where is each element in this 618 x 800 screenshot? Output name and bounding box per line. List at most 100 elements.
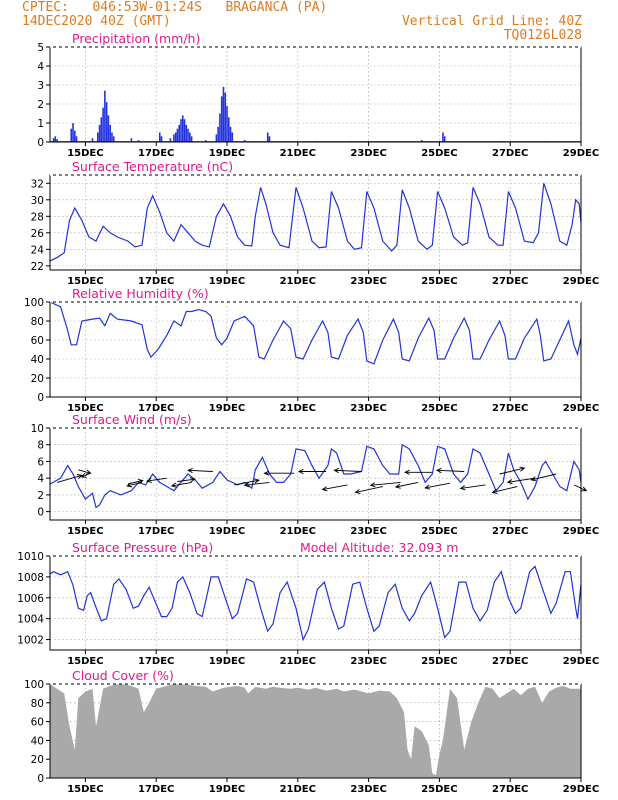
cloud-cover-xtick-label: 15DEC [67, 784, 103, 795]
precipitation-bar [98, 124, 101, 142]
temperature-xtick-label: 19DEC [209, 276, 245, 287]
wind-xtick-label: 19DEC [209, 526, 245, 537]
precipitation-bar [112, 136, 115, 142]
precipitation-ytick-label: 1 [37, 118, 44, 130]
precipitation-xtick-label: 15DEC [67, 148, 103, 159]
precipitation-bar [174, 132, 177, 142]
precipitation-xtick-label: 23DEC [350, 148, 386, 159]
precipitation-bar [443, 136, 446, 142]
precipitation-bar [104, 90, 106, 142]
wind-ytick-label: 6 [37, 456, 44, 468]
wind-xtick-label: 25DEC [421, 526, 457, 537]
wind-xtick-label: 27DEC [492, 526, 528, 537]
precipitation-bar [224, 92, 227, 142]
humidity-ytick-label: 60 [31, 335, 44, 347]
precipitation-bar [176, 128, 179, 142]
humidity-xtick-label: 19DEC [209, 403, 245, 414]
cloud-cover-ytick-label: 100 [24, 679, 44, 691]
humidity-grid [50, 302, 581, 397]
precipitation-frame [49, 46, 582, 143]
temperature-frame [49, 174, 582, 271]
cloud-cover-panel: Cloud Cover (%) 0 20 40 60 80 100 15DEC 17DEC 19D… [24, 668, 599, 795]
wind-vector [187, 467, 213, 474]
cloud-cover-ytick-label: 20 [31, 754, 44, 766]
wind-vector [573, 484, 588, 492]
temperature-ytick-label: 22 [31, 261, 44, 273]
precipitation-bar [215, 134, 218, 142]
precipitation-xtick-label: 27DEC [492, 148, 528, 159]
humidity-ytick-label: 0 [37, 392, 44, 404]
precipitation-bar [226, 105, 228, 142]
precipitation-bar [190, 136, 193, 142]
precipitation-bar [442, 132, 444, 142]
pressure-xtick-label: 29DEC [563, 656, 599, 667]
precipitation-bar [56, 139, 58, 142]
precipitation-bar [187, 128, 189, 142]
precipitation-ytick-label: 4 [37, 61, 44, 73]
humidity-panel: Relative Humidity (%) 0 20 40 60 80 100 15DEC 17… [24, 286, 599, 414]
pressure-xtick-label: 25DEC [421, 656, 457, 667]
wind-vector [234, 478, 260, 486]
precipitation-bar [243, 140, 246, 142]
wind-xtick-label: 23DEC [350, 526, 386, 537]
temperature-ytick-label: 26 [31, 228, 45, 240]
wind-line [49, 443, 582, 509]
humidity-frame [49, 301, 582, 398]
humidity-xtick-label: 17DEC [138, 403, 174, 414]
wind-vector [78, 469, 92, 475]
pressure-xtick-label: 23DEC [350, 656, 386, 667]
cloud-cover-ytick-label: 40 [31, 735, 44, 747]
precipitation-bar [266, 132, 269, 142]
precipitation-ytick-label: 0 [37, 137, 44, 149]
pressure-frame [49, 555, 582, 651]
vertical-grid-info: Vertical Grid Line: 40Z [401, 14, 582, 29]
precipitation-bar [160, 136, 163, 142]
temperature-ytick-label: 30 [31, 195, 44, 207]
wind-vector [297, 468, 327, 475]
precipitation-title: Precipitation (mm/h) [72, 31, 200, 46]
pressure-panel: Surface Pressure (hPa) Model Altitude: 32… [17, 540, 599, 667]
precipitation-bar [70, 128, 73, 142]
wind-vector [56, 474, 83, 483]
precipitation-bar [137, 140, 140, 142]
precipitation-bar [181, 115, 184, 142]
humidity-ytick-label: 80 [31, 316, 44, 328]
pressure-ytick-label: 1008 [17, 572, 44, 584]
cloud-cover-xtick-label: 21DEC [280, 784, 316, 795]
wind-xtick-label: 17DEC [138, 526, 174, 537]
cloud-cover-xtick-label: 23DEC [350, 784, 386, 795]
precipitation-bar [178, 124, 181, 142]
wind-vector [243, 481, 270, 488]
precipitation-bar [173, 134, 175, 142]
precipitation-bar [219, 113, 221, 142]
precipitation-xtick-label: 29DEC [563, 148, 599, 159]
cloud-cover-xtick-label: 19DEC [209, 784, 245, 795]
wind-vector [263, 470, 295, 476]
precipitation-grid [50, 47, 581, 142]
wind-ytick-label: 0 [37, 507, 44, 519]
station-info: CPTEC: 046:53W-01:24S BRAGANCA (PA) [22, 0, 328, 15]
wind-vectors [56, 466, 588, 495]
wind-vector [435, 467, 465, 474]
temperature-ytick-label: 24 [31, 244, 45, 256]
pressure-title: Surface Pressure (hPa) [72, 540, 213, 555]
precipitation-bar [73, 130, 76, 142]
humidity-xtick-label: 25DEC [421, 403, 457, 414]
precipitation-ytick-label: 2 [37, 99, 44, 111]
temperature-xtick-label: 17DEC [138, 276, 174, 287]
temperature-xtick-label: 21DEC [280, 276, 316, 287]
precipitation-bar [102, 107, 104, 142]
wind-vector [491, 486, 518, 494]
temperature-ytick-label: 28 [31, 211, 44, 223]
precipitation-bar [75, 136, 78, 142]
wind-ytick-label: 4 [37, 473, 44, 485]
precipitation-bar [180, 119, 182, 142]
wind-ytick-label: 2 [37, 490, 44, 502]
precipitation-bar [158, 132, 161, 142]
wind-vector [369, 481, 401, 488]
wind-vector [354, 486, 383, 495]
humidity-xtick-label: 21DEC [280, 403, 316, 414]
cloud-cover-xtick-label: 29DEC [563, 784, 599, 795]
precipitation-bar [169, 138, 172, 142]
humidity-line [49, 301, 582, 365]
